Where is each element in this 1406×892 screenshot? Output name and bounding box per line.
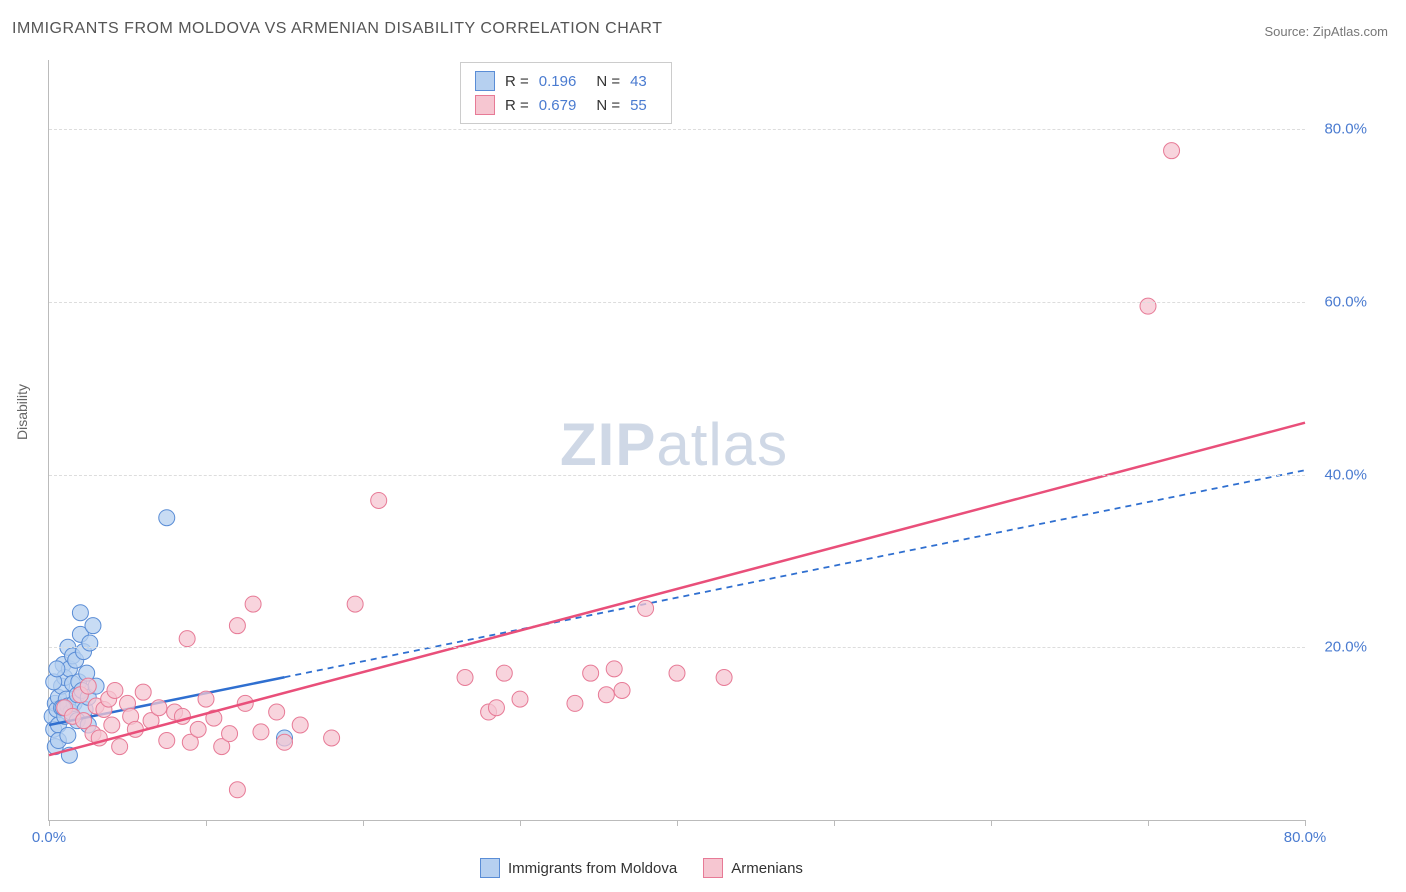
data-point (159, 510, 175, 526)
data-point (347, 596, 363, 612)
chart-title: IMMIGRANTS FROM MOLDOVA VS ARMENIAN DISA… (12, 20, 662, 38)
legend-series-label: Immigrants from Moldova (508, 860, 677, 877)
data-point (457, 670, 473, 686)
gridline (49, 302, 1305, 303)
data-point (80, 678, 96, 694)
data-point (72, 605, 88, 621)
data-point (112, 739, 128, 755)
r-label: R = (505, 73, 529, 90)
data-point (60, 727, 76, 743)
legend-swatch (480, 858, 500, 878)
x-tick (1148, 820, 1149, 826)
source-attribution: Source: ZipAtlas.com (1264, 24, 1388, 39)
trendline-solid (49, 423, 1305, 756)
data-point (716, 670, 732, 686)
y-tick-label: 60.0% (1324, 293, 1367, 310)
scatter-plot-svg (49, 60, 1305, 820)
trendline-dashed (285, 470, 1306, 677)
gridline (49, 647, 1305, 648)
legend-correlation-row: R = 0.679 N = 55 (475, 93, 657, 117)
n-label: N = (596, 73, 620, 90)
data-point (159, 733, 175, 749)
data-point (598, 687, 614, 703)
data-point (606, 661, 622, 677)
data-point (277, 734, 293, 750)
x-tick (363, 820, 364, 826)
data-point (222, 726, 238, 742)
data-point (49, 661, 65, 677)
data-point (371, 492, 387, 508)
legend-series-label: Armenians (731, 860, 803, 877)
data-point (567, 695, 583, 711)
data-point (614, 682, 630, 698)
data-point (135, 684, 151, 700)
x-tick-label: 0.0% (32, 829, 66, 846)
data-point (229, 782, 245, 798)
legend-correlation-row: R = 0.196 N = 43 (475, 69, 657, 93)
legend-swatch (703, 858, 723, 878)
data-point (1164, 143, 1180, 159)
legend-swatch (475, 95, 495, 115)
r-value: 0.196 (539, 73, 577, 90)
r-label: R = (505, 97, 529, 114)
y-axis-label: Disability (14, 384, 30, 440)
x-tick-label: 80.0% (1284, 829, 1327, 846)
data-point (229, 618, 245, 634)
y-tick-label: 80.0% (1324, 121, 1367, 138)
y-tick-label: 20.0% (1324, 639, 1367, 656)
gridline (49, 129, 1305, 130)
x-tick (206, 820, 207, 826)
data-point (638, 600, 654, 616)
x-tick (991, 820, 992, 826)
data-point (179, 631, 195, 647)
correlation-legend: R = 0.196 N = 43 R = 0.679 N = 55 (460, 62, 672, 124)
x-tick (1305, 820, 1306, 826)
gridline (49, 475, 1305, 476)
data-point (190, 721, 206, 737)
data-point (269, 704, 285, 720)
data-point (512, 691, 528, 707)
x-tick (520, 820, 521, 826)
data-point (324, 730, 340, 746)
data-point (1140, 298, 1156, 314)
data-point (669, 665, 685, 681)
data-point (488, 700, 504, 716)
x-tick (49, 820, 50, 826)
data-point (82, 635, 98, 651)
n-value: 43 (630, 73, 647, 90)
data-point (496, 665, 512, 681)
data-point (583, 665, 599, 681)
legend-series-item: Immigrants from Moldova (480, 858, 677, 878)
n-value: 55 (630, 97, 647, 114)
data-point (85, 618, 101, 634)
data-point (198, 691, 214, 707)
data-point (253, 724, 269, 740)
data-point (292, 717, 308, 733)
data-point (151, 700, 167, 716)
x-tick (834, 820, 835, 826)
r-value: 0.679 (539, 97, 577, 114)
x-tick (677, 820, 678, 826)
n-label: N = (596, 97, 620, 114)
chart-plot-area: 20.0%40.0%60.0%80.0%0.0%80.0% (48, 60, 1305, 821)
series-legend: Immigrants from Moldova Armenians (480, 858, 803, 878)
data-point (104, 717, 120, 733)
data-point (107, 682, 123, 698)
legend-swatch (475, 71, 495, 91)
y-tick-label: 40.0% (1324, 466, 1367, 483)
data-point (245, 596, 261, 612)
legend-series-item: Armenians (703, 858, 803, 878)
